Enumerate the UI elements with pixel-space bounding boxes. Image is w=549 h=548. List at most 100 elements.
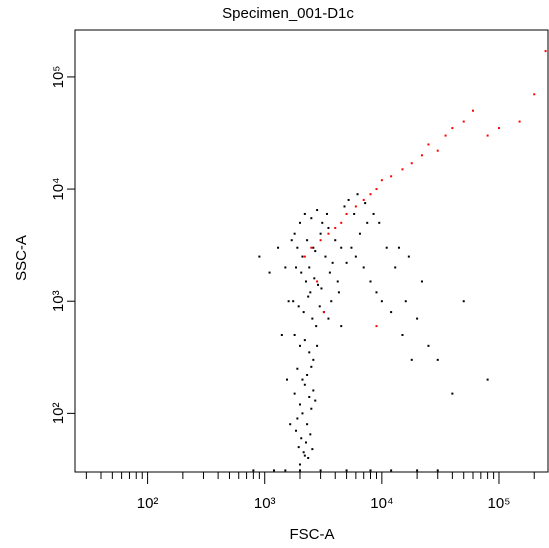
data-point bbox=[292, 300, 295, 303]
data-point bbox=[308, 351, 311, 354]
data-point bbox=[298, 403, 301, 406]
data-point bbox=[298, 344, 301, 347]
data-point bbox=[312, 389, 315, 392]
data-point bbox=[268, 271, 271, 274]
data-point bbox=[306, 423, 309, 426]
data-point bbox=[394, 266, 397, 269]
data-point bbox=[298, 469, 301, 472]
data-point bbox=[347, 198, 350, 201]
data-point bbox=[311, 317, 314, 320]
data-point bbox=[471, 109, 474, 112]
data-point bbox=[407, 255, 410, 258]
data-point bbox=[298, 463, 301, 466]
data-point bbox=[410, 358, 413, 361]
x-axis-label: FSC-A bbox=[290, 526, 335, 543]
data-point bbox=[420, 154, 423, 157]
data-point bbox=[486, 134, 489, 137]
data-point bbox=[390, 311, 393, 314]
data-point bbox=[462, 120, 465, 123]
data-point bbox=[301, 378, 304, 381]
data-point bbox=[345, 212, 348, 215]
data-point bbox=[340, 325, 343, 328]
data-point bbox=[544, 50, 547, 53]
data-point bbox=[295, 266, 298, 269]
data-point bbox=[350, 246, 353, 249]
data-point bbox=[380, 179, 383, 182]
data-point bbox=[324, 255, 327, 258]
data-point bbox=[319, 469, 322, 472]
data-point bbox=[303, 454, 306, 457]
data-point bbox=[390, 469, 393, 472]
y-tick-label: 10⁵ bbox=[50, 65, 67, 88]
data-point bbox=[309, 291, 312, 294]
data-point bbox=[296, 417, 299, 420]
data-point bbox=[427, 143, 430, 146]
data-point bbox=[364, 202, 367, 205]
data-point bbox=[462, 300, 465, 303]
data-point bbox=[286, 378, 289, 381]
x-tick-label: 10⁵ bbox=[488, 495, 511, 512]
data-point bbox=[314, 250, 317, 253]
data-point bbox=[321, 221, 324, 224]
data-point bbox=[497, 127, 500, 130]
data-point bbox=[301, 412, 304, 415]
plot-frame bbox=[74, 29, 549, 473]
data-point bbox=[309, 433, 312, 436]
data-point bbox=[316, 344, 319, 347]
data-point bbox=[303, 212, 306, 215]
data-point bbox=[258, 255, 261, 258]
data-point bbox=[327, 317, 330, 320]
data-point bbox=[362, 266, 365, 269]
data-point bbox=[451, 127, 454, 130]
data-point bbox=[313, 277, 316, 280]
data-point bbox=[390, 175, 393, 178]
data-point bbox=[345, 261, 348, 264]
data-point bbox=[378, 221, 381, 224]
data-point bbox=[287, 300, 290, 303]
data-point bbox=[318, 305, 321, 308]
data-point bbox=[315, 325, 318, 328]
data-point bbox=[375, 188, 378, 191]
data-point bbox=[298, 221, 301, 224]
x-tick-label: 10⁴ bbox=[370, 495, 393, 512]
data-point bbox=[304, 441, 307, 444]
data-point bbox=[296, 367, 299, 370]
data-point bbox=[375, 325, 378, 328]
data-point bbox=[410, 162, 413, 165]
data-point bbox=[307, 295, 310, 298]
data-point bbox=[334, 239, 337, 242]
data-point bbox=[310, 246, 313, 249]
y-tick-label: 10⁴ bbox=[50, 178, 67, 201]
data-point bbox=[331, 261, 334, 264]
data-point bbox=[316, 280, 319, 283]
data-point bbox=[293, 392, 296, 395]
data-point bbox=[401, 333, 404, 336]
data-point bbox=[372, 212, 375, 215]
data-point bbox=[375, 291, 378, 294]
data-point bbox=[303, 383, 306, 386]
data-point bbox=[416, 317, 419, 320]
data-point bbox=[306, 239, 309, 242]
data-point bbox=[320, 287, 323, 290]
data-point bbox=[353, 212, 356, 215]
data-point bbox=[327, 226, 330, 229]
data-point bbox=[322, 311, 325, 314]
y-tick-label: 10² bbox=[50, 403, 67, 425]
data-point bbox=[451, 392, 454, 395]
data-point bbox=[340, 246, 343, 249]
data-point bbox=[356, 193, 359, 196]
data-point bbox=[316, 283, 319, 286]
data-point bbox=[354, 255, 357, 258]
data-point bbox=[311, 448, 314, 451]
x-tick-label: 10³ bbox=[254, 495, 276, 512]
data-point bbox=[290, 239, 293, 242]
data-point bbox=[328, 271, 331, 274]
data-point bbox=[293, 333, 296, 336]
data-point bbox=[297, 446, 300, 449]
data-point bbox=[316, 209, 319, 212]
data-point bbox=[369, 280, 372, 283]
data-point bbox=[302, 451, 305, 454]
data-point bbox=[300, 271, 303, 274]
data-point bbox=[252, 469, 255, 472]
